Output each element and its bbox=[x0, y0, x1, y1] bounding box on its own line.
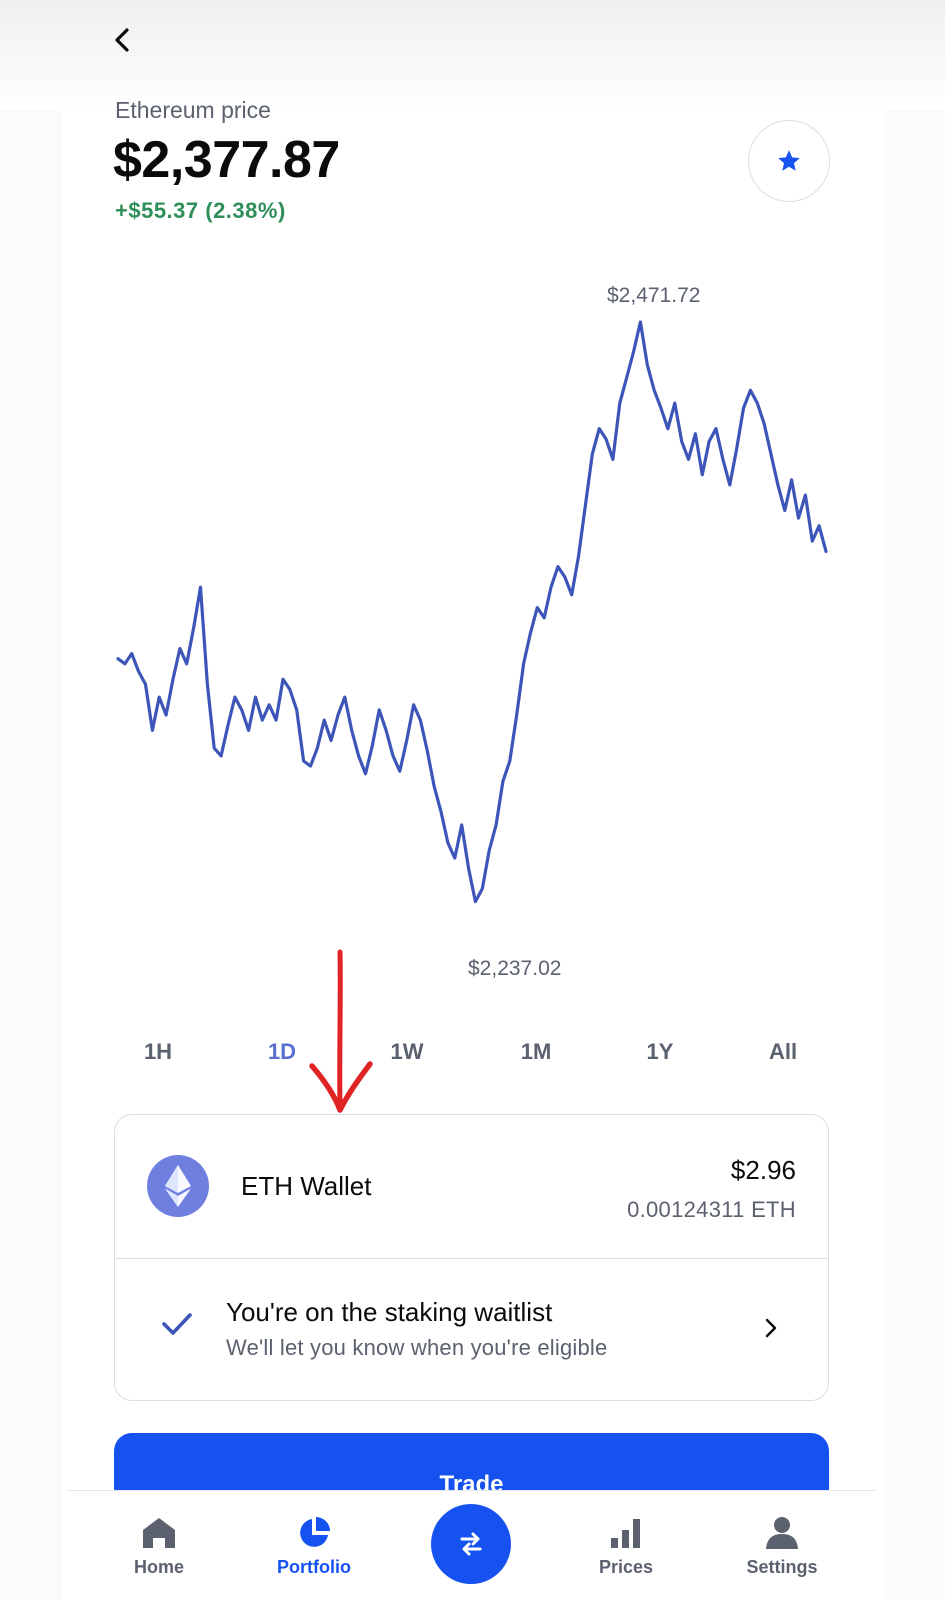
red-arrow-down-icon bbox=[309, 949, 373, 1113]
wallet-name: ETH Wallet bbox=[241, 1171, 372, 1201]
range-tab-all[interactable]: All bbox=[768, 1039, 798, 1064]
range-tab-1m[interactable]: 1M bbox=[520, 1039, 552, 1064]
nav-item-settings[interactable]: Settings bbox=[722, 1491, 842, 1600]
price-label: Ethereum price bbox=[115, 97, 271, 123]
nav-label-settings: Settings bbox=[746, 1557, 818, 1577]
home-icon bbox=[143, 1518, 175, 1548]
nav-item-home[interactable]: Home bbox=[99, 1491, 219, 1600]
price-change: +$55.37 (2.38%) bbox=[115, 198, 286, 223]
chart-series-line bbox=[116, 320, 828, 904]
nav-item-portfolio[interactable]: Portfolio bbox=[254, 1491, 374, 1600]
left-margin bbox=[0, 110, 62, 1600]
wallet-eth-balance: 0.00124311 ETH bbox=[627, 1197, 796, 1222]
price-chart[interactable] bbox=[0, 250, 945, 970]
chart-high-label: $2,471.72 bbox=[607, 284, 701, 307]
nav-label-portfolio: Portfolio bbox=[277, 1557, 351, 1577]
bar-chart-icon bbox=[611, 1519, 640, 1548]
range-tab-1h[interactable]: 1H bbox=[143, 1039, 173, 1064]
chart-low-label: $2,237.02 bbox=[468, 957, 562, 980]
price-value: $2,377.87 bbox=[113, 131, 340, 189]
staking-title: You're on the staking waitlist bbox=[226, 1297, 553, 1327]
right-margin bbox=[883, 110, 945, 1600]
chevron-right-icon bbox=[765, 1318, 777, 1338]
wallet-usd-balance: $2.96 bbox=[730, 1155, 796, 1185]
card-divider bbox=[115, 1258, 828, 1259]
eth-wallet-row[interactable]: ETH Wallet $2.96 0.00124311 ETH bbox=[115, 1115, 828, 1258]
favorite-button[interactable] bbox=[748, 120, 830, 202]
top-bar-background bbox=[0, 0, 945, 110]
chevron-left-icon bbox=[115, 28, 129, 52]
nav-label-home: Home bbox=[133, 1557, 184, 1577]
trade-swap-button[interactable] bbox=[431, 1504, 511, 1584]
staking-subtitle: We'll let you know when you're eligible bbox=[226, 1335, 608, 1360]
wallet-card: ETH Wallet $2.96 0.00124311 ETH You're o… bbox=[114, 1114, 829, 1401]
nav-item-prices[interactable]: Prices bbox=[566, 1491, 686, 1600]
swap-arrows-icon bbox=[460, 1532, 482, 1556]
back-button[interactable] bbox=[104, 22, 140, 58]
ethereum-icon bbox=[147, 1155, 209, 1217]
person-icon bbox=[766, 1517, 798, 1549]
nav-label-prices: Prices bbox=[598, 1557, 654, 1577]
staking-waitlist-row[interactable]: You're on the staking waitlist We'll let… bbox=[115, 1259, 828, 1400]
checkmark-icon bbox=[162, 1313, 192, 1335]
range-tab-1y[interactable]: 1Y bbox=[646, 1039, 674, 1064]
pie-chart-icon bbox=[300, 1517, 330, 1547]
time-range-selector: 1H 1D 1W 1M 1Y All bbox=[100, 1035, 845, 1075]
star-icon bbox=[778, 150, 800, 171]
range-tab-1d[interactable]: 1D bbox=[267, 1039, 297, 1064]
range-tab-1w[interactable]: 1W bbox=[390, 1039, 424, 1064]
